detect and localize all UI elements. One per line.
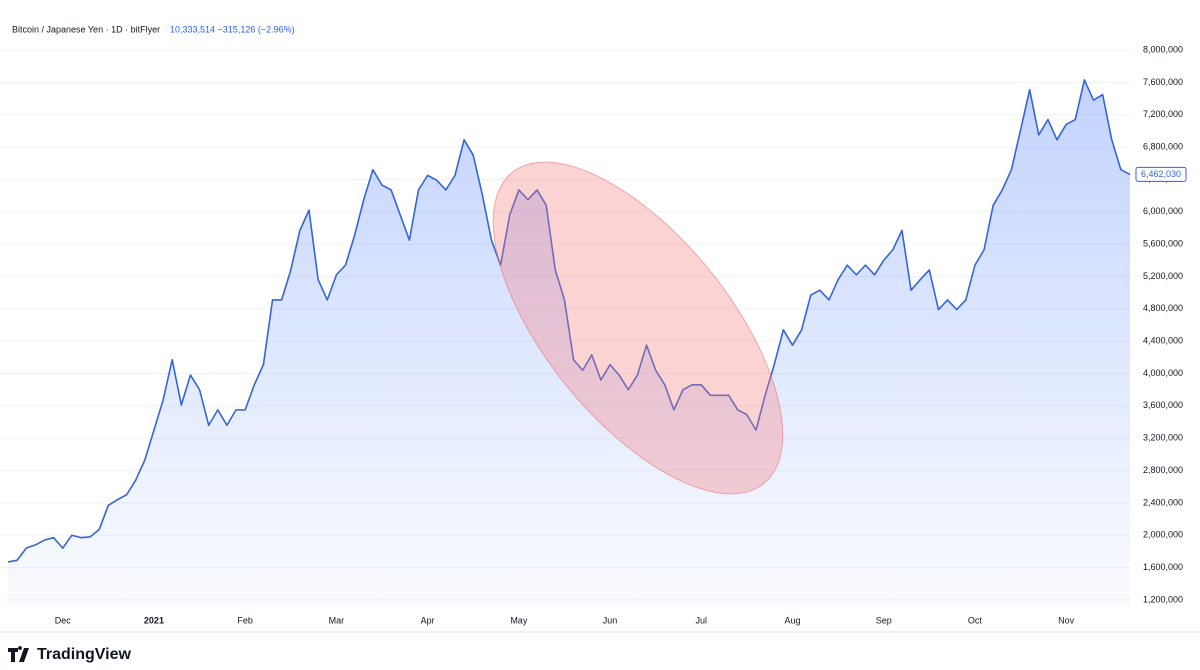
x-tick-label: May bbox=[510, 615, 528, 625]
highlight-ellipse bbox=[492, 161, 784, 495]
x-tick-label: Jul bbox=[696, 615, 708, 625]
y-tick-label: 1,600,000 bbox=[1143, 562, 1183, 572]
x-tick-label: Apr bbox=[421, 615, 435, 625]
y-tick-label: 5,600,000 bbox=[1143, 238, 1183, 248]
y-tick-label: 3,200,000 bbox=[1143, 433, 1183, 443]
price-line bbox=[7, 79, 1131, 563]
y-tick-label: 6,000,000 bbox=[1143, 206, 1183, 216]
y-tick-label: 7,600,000 bbox=[1143, 77, 1183, 87]
y-tick-label: 2,800,000 bbox=[1143, 465, 1183, 475]
brand-name: TradingView bbox=[37, 646, 132, 663]
plot bbox=[7, 79, 1131, 608]
y-tick-label: 2,000,000 bbox=[1143, 530, 1183, 540]
last-price-tag bbox=[1135, 166, 1187, 182]
y-tick-label: 6,800,000 bbox=[1143, 141, 1183, 151]
y-tick-label: 3,600,000 bbox=[1143, 400, 1183, 410]
x-tick-label: Dec bbox=[55, 615, 72, 625]
x-tick-label: Oct bbox=[968, 615, 983, 625]
x-tick-label: Jun bbox=[603, 615, 618, 625]
y-tick-label: 8,000,000 bbox=[1143, 44, 1183, 54]
x-tick-label: Feb bbox=[237, 615, 253, 625]
area bbox=[8, 79, 1130, 608]
y-tick-label: 5,200,000 bbox=[1143, 271, 1183, 281]
y-tick-label: 4,800,000 bbox=[1143, 303, 1183, 313]
x-tick-label: 2021 bbox=[144, 615, 164, 625]
y-tick-label: 2,400,000 bbox=[1143, 497, 1183, 507]
x-tick-label: Sep bbox=[876, 615, 892, 625]
y-tick-label: 7,200,000 bbox=[1143, 109, 1183, 119]
y-tick-label: 4,400,000 bbox=[1143, 336, 1183, 346]
brand-icon bbox=[8, 646, 29, 662]
x-tick-label: Mar bbox=[329, 615, 345, 625]
x-tick-label: Nov bbox=[1058, 615, 1075, 625]
chart-title: Bitcoin / Japanese Yen · 1D · bitFlyer bbox=[12, 24, 160, 34]
axes: 1,200,000 1,600,000 2,000,000 2,400,000 2,80… bbox=[55, 44, 1187, 625]
x-tick-label: Aug bbox=[784, 615, 800, 625]
chart-subtitle: 10,333,514 −315,126 (−2.96%) bbox=[170, 24, 295, 34]
y-tick-label: 4,000,000 bbox=[1143, 368, 1183, 378]
brand-logo: TradingView bbox=[8, 646, 132, 663]
y-tick-label: 1,200,000 bbox=[1143, 594, 1183, 604]
last-price-label: 6,462,030 bbox=[1141, 169, 1181, 179]
